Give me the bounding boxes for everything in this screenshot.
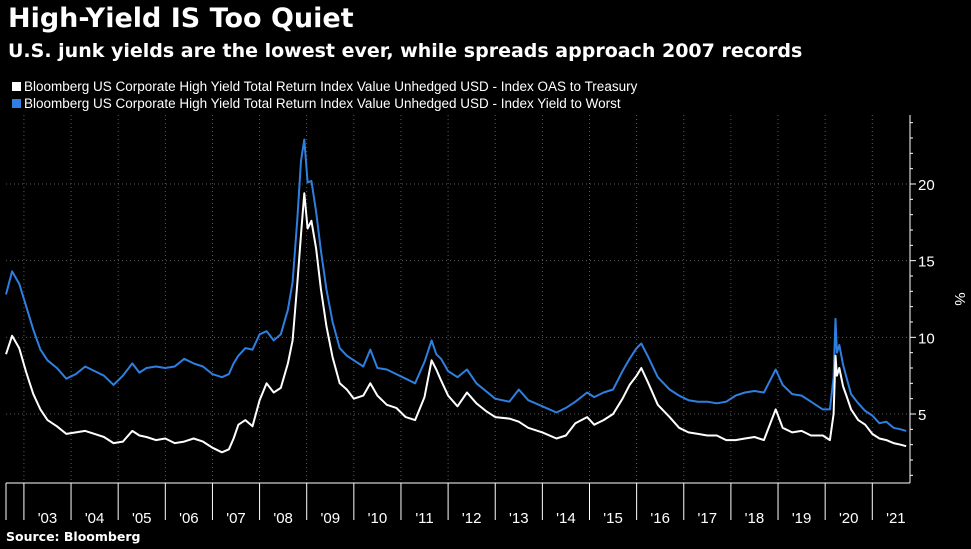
x-tick-label: '13	[509, 510, 529, 527]
x-tick-label: '03	[38, 510, 58, 527]
x-tick-label: '17	[698, 510, 718, 527]
legend-label-ytw: Bloomberg US Corporate High Yield Total …	[24, 96, 621, 111]
y-tick-label-20: 20	[918, 177, 935, 194]
series-line-oas	[5, 192, 907, 454]
series-line-ytw	[5, 138, 907, 432]
y-tick-label-10: 10	[918, 330, 935, 347]
x-tick-label: '20	[839, 510, 859, 527]
chart-title: High-Yield IS Too Quiet	[8, 3, 354, 34]
legend-item-oas: Bloomberg US Corporate High Yield Total …	[12, 78, 637, 95]
y-tick-label-5: 5	[918, 407, 926, 424]
x-tick-label: '16	[650, 510, 670, 527]
legend-item-ytw: Bloomberg US Corporate High Yield Total …	[12, 95, 637, 112]
x-tick-label: '05	[132, 510, 152, 527]
y-tick-label-15: 15	[918, 254, 935, 271]
chart-subtitle: U.S. junk yields are the lowest ever, wh…	[8, 40, 803, 62]
x-tick-label: '04	[85, 510, 105, 527]
y-axis-label: %	[951, 292, 968, 305]
x-tick-label: '21	[886, 510, 906, 527]
x-tick-label: '08	[273, 510, 293, 527]
x-tick-label: '06	[179, 510, 199, 527]
x-tick-label: '10	[368, 510, 388, 527]
legend-label-oas: Bloomberg US Corporate High Yield Total …	[24, 79, 638, 94]
x-tick-label: '11	[415, 510, 433, 527]
x-tick-label: '12	[462, 510, 482, 527]
legend-swatch-oas	[12, 82, 21, 91]
x-tick-label: '18	[745, 510, 765, 527]
x-tick-label: '07	[226, 510, 246, 527]
x-tick-label: '19	[792, 510, 812, 527]
x-tick-label: '14	[556, 510, 576, 527]
source-note: Source: Bloomberg	[6, 529, 141, 544]
x-tick-label: '09	[320, 510, 340, 527]
x-tick-label: '15	[603, 510, 623, 527]
chart-legend: Bloomberg US Corporate High Yield Total …	[12, 78, 637, 112]
legend-swatch-ytw	[12, 99, 21, 108]
